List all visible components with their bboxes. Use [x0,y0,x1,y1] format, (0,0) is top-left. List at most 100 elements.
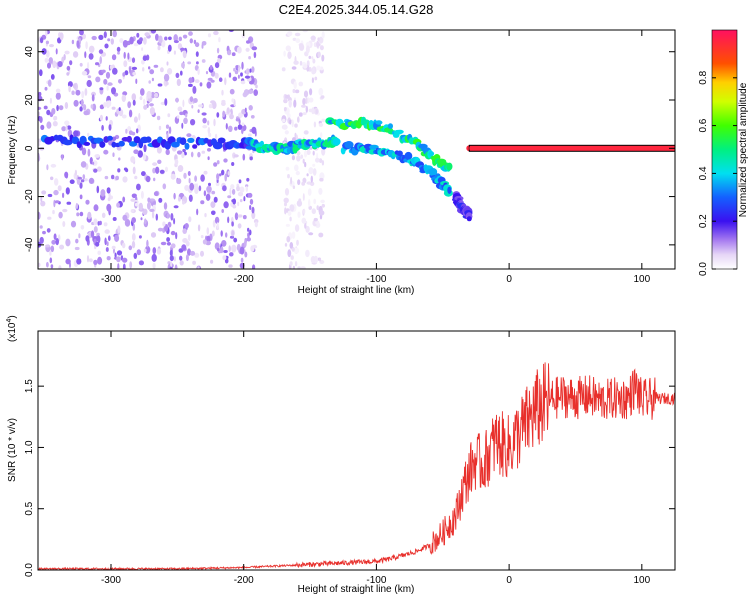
spectral-cell [243,89,250,96]
spectral-cell [75,202,79,210]
spectral-cell [45,244,50,248]
spectral-cell [229,252,234,257]
spectral-cell [143,98,146,106]
spectral-cell [198,185,202,192]
spectral-cell [231,52,236,57]
spectral-cell [118,107,121,112]
spectral-cell [247,89,254,94]
spectral-cell [217,137,226,144]
spectral-cell [128,245,133,251]
spectral-cell [167,68,173,75]
spectral-cell [87,148,91,157]
spectral-cell [64,171,69,178]
spectral-cell [181,152,185,159]
spectral-cell [162,183,167,190]
spectral-cell [252,264,256,269]
spectral-cell [213,196,218,203]
spectral-cell [173,34,178,42]
spectral-cell [105,71,111,79]
spectral-cell [40,124,45,130]
colorbar-axes: 0.0 0.2 0.4 0.6 0.8 [698,70,737,276]
spectral-cell [320,132,323,139]
spectral-cell [179,137,187,145]
spectral-cell [55,88,61,94]
spectral-cell [314,76,318,81]
spectral-cell [250,115,255,119]
spectral-cell [81,147,87,156]
spectral-cell [129,36,134,45]
spectral-cell [305,45,310,54]
spectral-cell [309,88,313,96]
spectral-cell [311,208,316,215]
spectral-cell [112,217,117,221]
spectral-cell [301,217,307,224]
snr-series-line [38,362,675,570]
snr-y-label: SNR (10 * v/v) [7,418,18,482]
spectral-cell [117,51,120,55]
spectral-cell [216,222,219,229]
spectral-cell [59,32,64,41]
spectral-cell [290,255,294,260]
spectral-cell [295,38,301,44]
spectral-cell [149,208,155,212]
spectral-cell [300,154,304,159]
spectral-cell [106,203,112,212]
spectral-cell [181,244,187,251]
spectral-cell [94,154,100,158]
spectral-cell [162,221,166,227]
colorbar-tick-label: 0.4 [698,166,709,180]
spectral-cell [131,217,136,224]
spectral-cell [89,157,93,165]
spectral-cell [190,119,196,126]
spectral-cell [241,128,244,135]
spectral-cell [140,217,143,221]
spectral-cell [214,133,218,140]
spectral-cell [321,118,326,123]
spectral-cell [93,218,98,226]
spectral-cell [177,165,184,172]
spectral-cell [294,261,298,267]
spectral-cell [216,112,220,118]
spectral-cell [84,88,88,96]
spectral-cell [156,248,162,255]
spectral-cell [81,33,86,40]
spectral-cell [127,52,130,60]
spectral-cell [437,158,447,165]
spectral-cell [139,37,143,42]
spectral-cell [301,181,306,186]
spectral-cell [87,75,92,79]
spectral-cell [157,45,161,51]
spectral-cell [111,54,117,61]
spectral-cell [307,188,312,196]
spectral-cell [38,91,42,97]
spectral-cell [151,253,157,262]
spectral-cell [144,32,150,37]
spectral-cell [225,123,228,130]
y-tick-label: 1.5 [24,379,35,393]
spectral-cell [143,144,147,153]
spectral-cell [247,133,252,137]
spectral-cell [64,102,69,109]
spectral-cell [185,113,188,118]
spectral-cell [237,214,243,218]
spectral-cell [54,200,60,204]
spectral-cell [200,235,204,239]
spectral-cell [210,201,216,209]
spectral-cell [233,67,236,72]
spectral-cell [129,261,133,269]
spectral-cell [240,257,244,263]
spectral-cell [169,255,174,262]
spectral-cell [287,31,293,37]
spectral-cell [222,185,227,192]
spectral-cell [125,168,129,173]
spectral-cell [151,210,155,219]
spectral-cell [310,35,316,41]
spectral-cell [168,36,172,41]
spectral-cell [228,245,231,253]
spectral-cell [133,43,139,47]
colorbar-tick-label: 0.2 [698,214,709,228]
spectral-cell [318,36,324,44]
spectral-cell [316,65,321,71]
spectral-cell [225,257,229,261]
spectral-cell [151,77,154,82]
